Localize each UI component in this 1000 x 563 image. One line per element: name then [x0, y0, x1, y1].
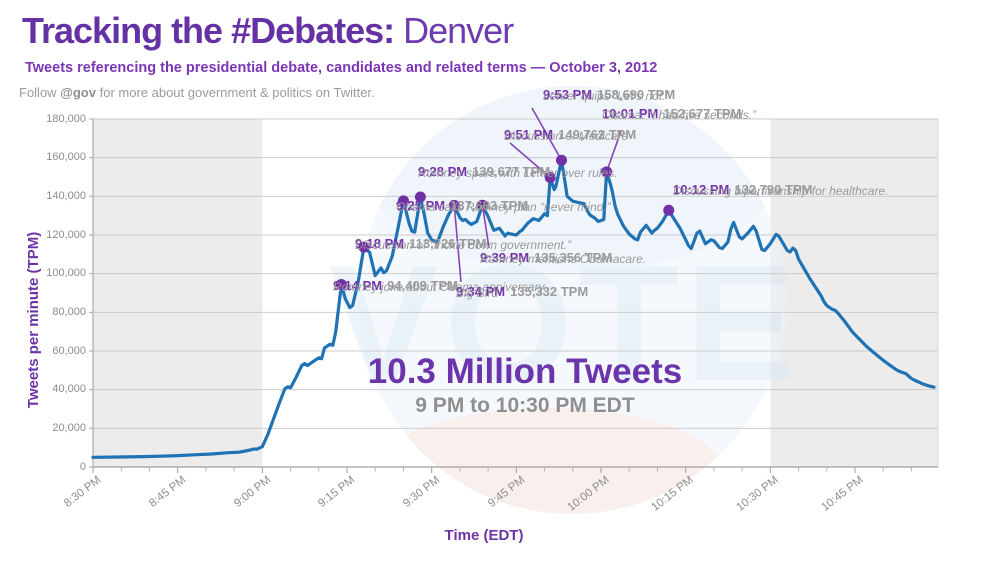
annotation-desc: Romney mentions Obamacare.	[480, 252, 647, 266]
annotation-time: 10:12 PM	[673, 182, 730, 197]
annotation-time: 9:53 PM	[543, 87, 593, 102]
annotation-dot	[358, 241, 370, 253]
annotation-time: 9:25 PM	[396, 198, 446, 213]
annotation-tpm: 132,790 TPM	[734, 182, 813, 197]
annotation-dot	[663, 204, 675, 216]
title-main: Tracking the #Debates:	[22, 10, 395, 51]
y-tick-label: 0	[79, 460, 86, 473]
annotation-tpm: 135,356 TPM	[534, 250, 613, 265]
annotation-desc: Discussion of “trickle down government.”	[355, 238, 572, 252]
y-tick-label: 60,000	[52, 344, 86, 357]
annotation-leader	[453, 205, 462, 283]
annotation-dot	[335, 278, 347, 290]
y-tick-label: 80,000	[52, 305, 86, 318]
annotation-dot	[544, 171, 556, 183]
x-axis-title: Time (EDT)	[444, 527, 524, 544]
gov-handle: @gov	[60, 85, 96, 100]
annotation-time: 9:34 PM	[456, 284, 506, 299]
annotation-dot	[414, 191, 426, 203]
title-city: Denver	[403, 10, 514, 51]
y-axis-title: Tweets per minute (TPM)	[25, 231, 42, 409]
total-tweets-callout: 10.3 Million Tweets	[367, 352, 683, 391]
page-title: Tracking the #Debates: Denver	[22, 10, 514, 52]
annotation-tpm: 137,683 TPM	[450, 198, 529, 213]
annotation-desc: Obama: “I had five seconds.”	[602, 108, 757, 122]
annotation-dot	[448, 199, 460, 211]
vote-watermark: VOTE	[328, 86, 801, 514]
annotation-tpm: 94,409 TPM	[387, 278, 458, 293]
y-tick-label: 120,000	[46, 228, 86, 241]
follow-text-post: for more about government & politics on …	[95, 85, 375, 100]
y-tick-label: 140,000	[46, 189, 86, 202]
annotation-dot	[476, 199, 488, 211]
annotation-desc: Romney joke about Obama anniversary.	[333, 280, 547, 294]
annotation-tpm: 139,677 TPM	[472, 164, 551, 179]
y-tick-label: 100,000	[46, 267, 86, 280]
annotation-tpm: 135,332 TPM	[510, 284, 589, 299]
annotation-leader	[531, 107, 563, 161]
annotation-dot	[397, 195, 409, 207]
annotation-leader	[509, 142, 551, 179]
annotation-time: 9:18 PM	[355, 236, 405, 251]
y-tick-label: 20,000	[52, 421, 86, 434]
follow-note: Follow @gov for more about government & …	[19, 85, 375, 100]
annotation-leader	[605, 130, 622, 173]
line-series-path	[91, 158, 936, 459]
annotation-desc: Obama calls Romney plan “never mind.”	[396, 200, 611, 214]
y-tick-label: 40,000	[52, 383, 86, 396]
annotation-tpm: 149,762 TPM	[558, 127, 637, 142]
annotation-dot	[555, 154, 567, 166]
post-debate-band	[770, 119, 938, 467]
subtitle: Tweets referencing the presidential deba…	[25, 60, 658, 76]
annotation-time: 9:14 PM	[333, 278, 383, 293]
annotation-tpm: 113,726 TPM	[409, 236, 487, 251]
svg-text:VOTE: VOTE	[328, 231, 801, 415]
callout-timespan: 9 PM to 10:30 PM EDT	[415, 394, 635, 417]
annotation-desc: Lehrer quips “Let’s not.”	[543, 89, 670, 103]
annotation-dot	[601, 166, 613, 178]
annotation-time: 10:01 PM	[602, 106, 659, 121]
annotation-desc: Discussion of Medicare	[504, 129, 629, 143]
pre-debate-band	[93, 119, 263, 467]
annotation-time: 9:39 PM	[480, 250, 530, 265]
annotation-leader	[481, 205, 490, 249]
annotation-tpm: 152,677 TPM	[663, 106, 742, 121]
annotation-tpm: 158,690 TPM	[597, 87, 676, 102]
annotation-time: 9:28 PM	[418, 164, 468, 179]
annotation-time: 9:51 PM	[504, 127, 554, 142]
y-tick-label: 160,000	[46, 151, 86, 164]
annotation-desc: Big Bird	[456, 286, 499, 300]
follow-text-pre: Follow	[19, 85, 61, 100]
annotation-desc: Discussing bipartisanship for healthcare…	[673, 184, 889, 198]
y-tick-label: 180,000	[46, 112, 86, 125]
annotation-desc: Romney spars with Lehrer over rules.	[418, 166, 618, 180]
